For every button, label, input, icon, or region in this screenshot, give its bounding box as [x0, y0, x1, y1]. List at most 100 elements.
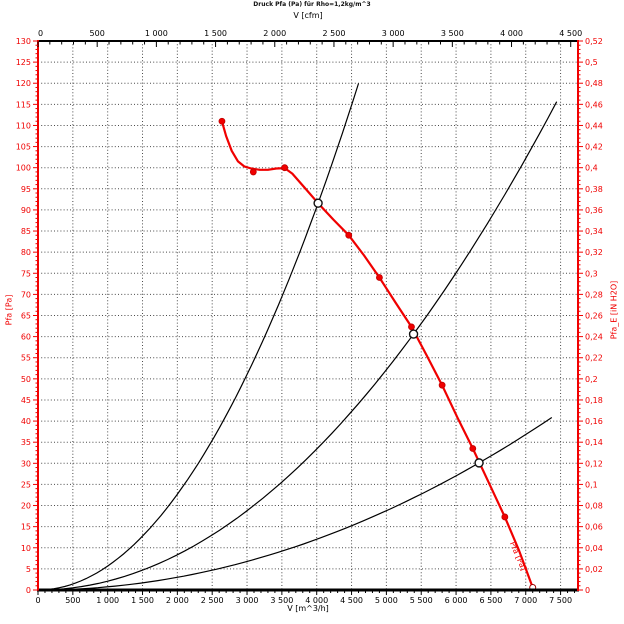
right-axis-tick-label: 0,08: [585, 502, 603, 511]
right-axis-tick-label: 0,42: [585, 143, 603, 152]
left-axis-tick-label: 35: [21, 438, 31, 447]
left-axis-tick-label: 25: [21, 480, 31, 489]
bottom-axis-tick-label: 1 000: [96, 596, 119, 605]
left-axis-tick-label: 115: [16, 100, 31, 109]
fan-curve-point: [345, 231, 353, 239]
top-axis-tick-label: 1 000: [145, 29, 168, 38]
left-axis-tick-label: 75: [21, 269, 31, 278]
bottom-axis-tick-label: 6 000: [445, 596, 468, 605]
left-axis-tick-label: 50: [21, 375, 31, 384]
top-axis-tick-label: 3 000: [382, 29, 405, 38]
top-axis-tick-label: 4 000: [500, 29, 523, 38]
right-axis-tick-label: 0,12: [585, 459, 603, 468]
right-axis-title: Pfa_E [iN H2O]: [609, 280, 619, 340]
bottom-axis-tick-label: 1 500: [131, 596, 154, 605]
fan-curve: [220, 120, 534, 589]
right-axis-tick-label: 0,4: [585, 164, 598, 173]
right-axis-tick-label: 0,14: [585, 438, 603, 447]
bottom-axis-tick-label: 2 500: [201, 596, 224, 605]
right-axis-tick-label: 0,28: [585, 290, 603, 299]
bottom-axis-tick-label: 5 500: [410, 596, 433, 605]
top-axis-tick-label: 4 500: [559, 29, 582, 38]
right-axis-tick-label: 0,5: [585, 58, 598, 67]
left-axis-tick-label: 30: [21, 459, 31, 468]
right-axis-tick-label: 0,04: [585, 544, 603, 553]
left-axis-tick-label: 95: [21, 185, 31, 194]
right-axis-tick-label: 0,46: [585, 100, 603, 109]
right-axis-tick-label: 0,22: [585, 354, 603, 363]
system-curve-middle: [37, 101, 558, 591]
right-axis-tick-label: 0,24: [585, 333, 603, 342]
top-axis-tick-label: 3 500: [441, 29, 464, 38]
right-axis-tick-label: 0,34: [585, 227, 603, 236]
fan-curve-point: [218, 117, 226, 125]
left-axis-tick-label: 20: [21, 502, 31, 511]
right-axis-tick-label: 0,38: [585, 185, 603, 194]
bottom-axis-tick-label: 6 500: [479, 596, 502, 605]
right-axis-tick-label: 0,26: [585, 312, 603, 321]
left-axis-tick-label: 45: [21, 396, 31, 405]
left-axis-tick-label: 40: [21, 417, 31, 426]
bottom-axis-title: V [m^3/h]: [287, 604, 329, 613]
left-axis-tick-label: 65: [21, 312, 31, 321]
left-axis-tick-label: 10: [21, 544, 31, 553]
right-axis-tick-label: 0,48: [585, 79, 603, 88]
top-axis-tick-label: 500: [90, 29, 105, 38]
right-axis-tick-label: 0,16: [585, 417, 603, 426]
fan-curve-point: [281, 164, 289, 172]
operating-point-marker: [408, 329, 419, 339]
bottom-axis-tick-label: 7 000: [514, 596, 537, 605]
right-axis-tick-label: 0,06: [585, 523, 603, 532]
top-axis-tick-label: 0: [38, 29, 43, 38]
fan-curve-point: [408, 323, 415, 331]
right-axis-tick-label: 0,02: [585, 565, 603, 574]
operating-point-marker: [474, 458, 484, 468]
left-axis-tick-label: 80: [21, 248, 31, 257]
top-axis-tick-label: 2 000: [263, 29, 286, 38]
left-axis-tick-label: 125: [16, 58, 31, 67]
left-axis-tick-label: 105: [16, 143, 31, 152]
right-axis-tick-label: 0,36: [585, 206, 603, 215]
system-curve-shallow: [38, 416, 553, 591]
bottom-axis-tick-label: 2 000: [166, 596, 189, 605]
right-axis-tick-label: 0,44: [585, 121, 603, 130]
right-axis-tick-label: 0,52: [585, 37, 603, 46]
left-axis-tick-label: 55: [21, 354, 31, 363]
top-axis-tick-label: 1 500: [204, 29, 227, 38]
left-axis-tick-label: 85: [21, 227, 31, 236]
fan-curve-point: [501, 513, 509, 521]
bottom-axis-tick-label: 4 000: [305, 596, 328, 605]
right-axis-tick-label: 0,1: [585, 480, 598, 489]
fan-curve-point: [438, 381, 446, 389]
right-axis-tick-label: 0,3: [585, 269, 598, 278]
bottom-axis-tick-label: 7 500: [549, 596, 572, 605]
left-axis-title: Pfa [Pa]: [4, 294, 14, 326]
left-axis-tick-label: 15: [21, 523, 31, 532]
left-axis-tick-label: 90: [21, 206, 31, 215]
left-axis-tick-label: 110: [16, 121, 31, 130]
left-axis-tick-label: 130: [16, 37, 31, 46]
left-axis-tick-label: 0: [26, 586, 31, 595]
top-axis-title: V [cfm]: [293, 11, 323, 20]
left-axis-tick-label: 60: [21, 333, 31, 342]
system-curve-steep: [37, 83, 360, 591]
chart-title: Druck Pfa (Pa) für Rho=1,2kg/m^3: [253, 1, 371, 8]
bottom-axis-tick-label: 5 000: [375, 596, 398, 605]
bottom-axis-tick-label: 3 500: [270, 596, 293, 605]
left-axis-tick-label: 5: [26, 565, 31, 574]
fan-curve-point: [469, 445, 477, 452]
right-axis-tick-label: 0,32: [585, 248, 603, 257]
bottom-axis-tick-label: 0: [35, 596, 40, 605]
fan-curve-point: [249, 168, 257, 176]
left-axis-tick-label: 120: [16, 79, 31, 88]
bottom-axis-tick-label: 500: [65, 596, 80, 605]
bottom-axis-tick-label: 4 500: [340, 596, 363, 605]
left-axis-tick-label: 70: [21, 290, 31, 299]
fan-curve-point: [376, 274, 383, 281]
right-axis-tick-label: 0,18: [585, 396, 603, 405]
bottom-axis-tick-label: 3 000: [236, 596, 259, 605]
left-axis-tick-label: 100: [16, 164, 31, 173]
top-axis-tick-label: 2 500: [323, 29, 346, 38]
